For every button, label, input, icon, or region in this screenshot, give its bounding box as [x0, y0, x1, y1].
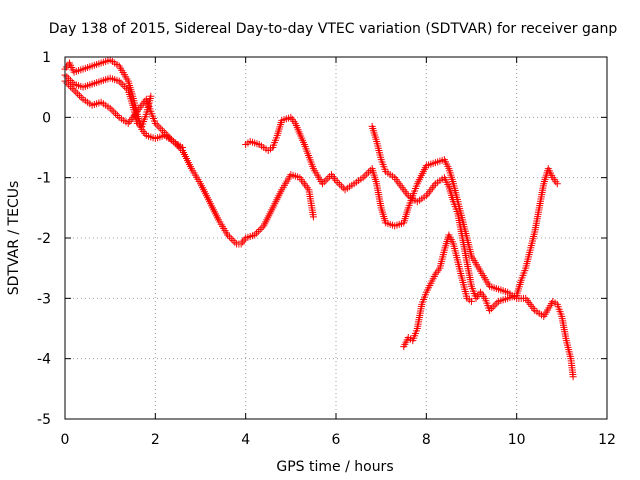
data-point: [231, 238, 239, 246]
y-tick-label: -1: [37, 171, 51, 187]
data-point: [486, 306, 494, 314]
data-point: [162, 130, 170, 138]
data-point: [115, 77, 123, 85]
data-point: [363, 170, 371, 178]
data-point: [75, 92, 83, 100]
series-track-4: [242, 113, 577, 381]
data-point: [117, 79, 125, 87]
data-point: [157, 125, 165, 133]
data-point: [119, 81, 127, 89]
data-point: [487, 305, 495, 313]
data-point: [121, 83, 129, 91]
data-point: [70, 86, 78, 94]
data-point: [336, 180, 344, 188]
data-point: [112, 110, 120, 118]
data-point: [66, 77, 74, 85]
y-tick-label: -5: [37, 412, 51, 428]
plot-frame: [64, 56, 608, 420]
data-point: [468, 297, 475, 305]
y-tick-label: -3: [37, 291, 51, 307]
data-point: [489, 303, 497, 311]
data-point: [147, 92, 155, 100]
data-point: [122, 84, 130, 92]
data-point: [229, 236, 237, 244]
data-point: [309, 213, 317, 221]
data-point: [66, 83, 74, 91]
x-tick-label: 6: [332, 432, 341, 448]
data-point: [322, 176, 330, 184]
data-point: [227, 235, 235, 243]
y-tick-label: 1: [42, 50, 51, 66]
data-point: [108, 106, 116, 114]
data-point: [63, 73, 71, 81]
data-point: [553, 180, 561, 188]
x-tick-label: 10: [508, 432, 526, 448]
x-tick-label: 0: [61, 432, 70, 448]
data-point: [253, 229, 261, 237]
data-point: [68, 84, 76, 92]
data-point: [365, 168, 373, 176]
data-point: [225, 233, 233, 241]
data-point: [334, 178, 342, 186]
data-point: [159, 127, 167, 135]
data-point: [318, 180, 326, 188]
y-axis-label: SDTVAR / TECUs: [6, 181, 22, 296]
data-point: [569, 373, 577, 381]
data-point: [77, 93, 85, 101]
data-point: [224, 231, 232, 239]
x-tick-label: 8: [422, 432, 431, 448]
series-track-1: [61, 56, 317, 248]
data-point: [168, 136, 176, 144]
x-axis-label: GPS time / hours: [276, 459, 393, 475]
data-point: [113, 112, 121, 120]
data-point: [166, 134, 174, 142]
data-point: [106, 104, 114, 112]
series-track-6: [400, 231, 475, 351]
series-track-3: [61, 77, 186, 151]
series-track-2: [61, 71, 155, 130]
data-point: [65, 81, 73, 89]
y-tick-label: 0: [42, 110, 51, 126]
x-tick-label: 4: [241, 432, 250, 448]
data-point: [256, 226, 264, 234]
y-tick-label: -2: [37, 231, 51, 247]
data-point: [151, 119, 159, 127]
data-point: [65, 75, 73, 83]
data-point: [110, 108, 118, 116]
x-tick-label: 12: [598, 432, 616, 448]
data-point: [337, 182, 345, 190]
data-point: [160, 128, 168, 136]
y-tick-label: -4: [37, 352, 51, 368]
data-point: [359, 174, 367, 182]
data-point: [153, 121, 161, 129]
data-point: [155, 123, 163, 131]
data-point: [361, 172, 369, 180]
chart-title: Day 138 of 2015, Sidereal Day-to-day VTE…: [49, 21, 618, 37]
data-point: [320, 178, 328, 186]
data-point: [63, 79, 71, 87]
data-point: [68, 78, 76, 86]
data-point: [178, 144, 186, 151]
x-tick-label: 2: [151, 432, 160, 448]
data-point: [491, 301, 499, 309]
series-track-5: [368, 122, 561, 314]
data-point: [324, 174, 332, 182]
data-series: [61, 56, 577, 381]
data-point: [72, 88, 80, 96]
data-point: [493, 299, 501, 307]
data-point: [164, 132, 172, 140]
data-point: [254, 227, 262, 235]
data-point: [74, 90, 82, 98]
data-point: [258, 224, 266, 232]
data-point: [251, 231, 259, 239]
data-point: [332, 177, 340, 185]
